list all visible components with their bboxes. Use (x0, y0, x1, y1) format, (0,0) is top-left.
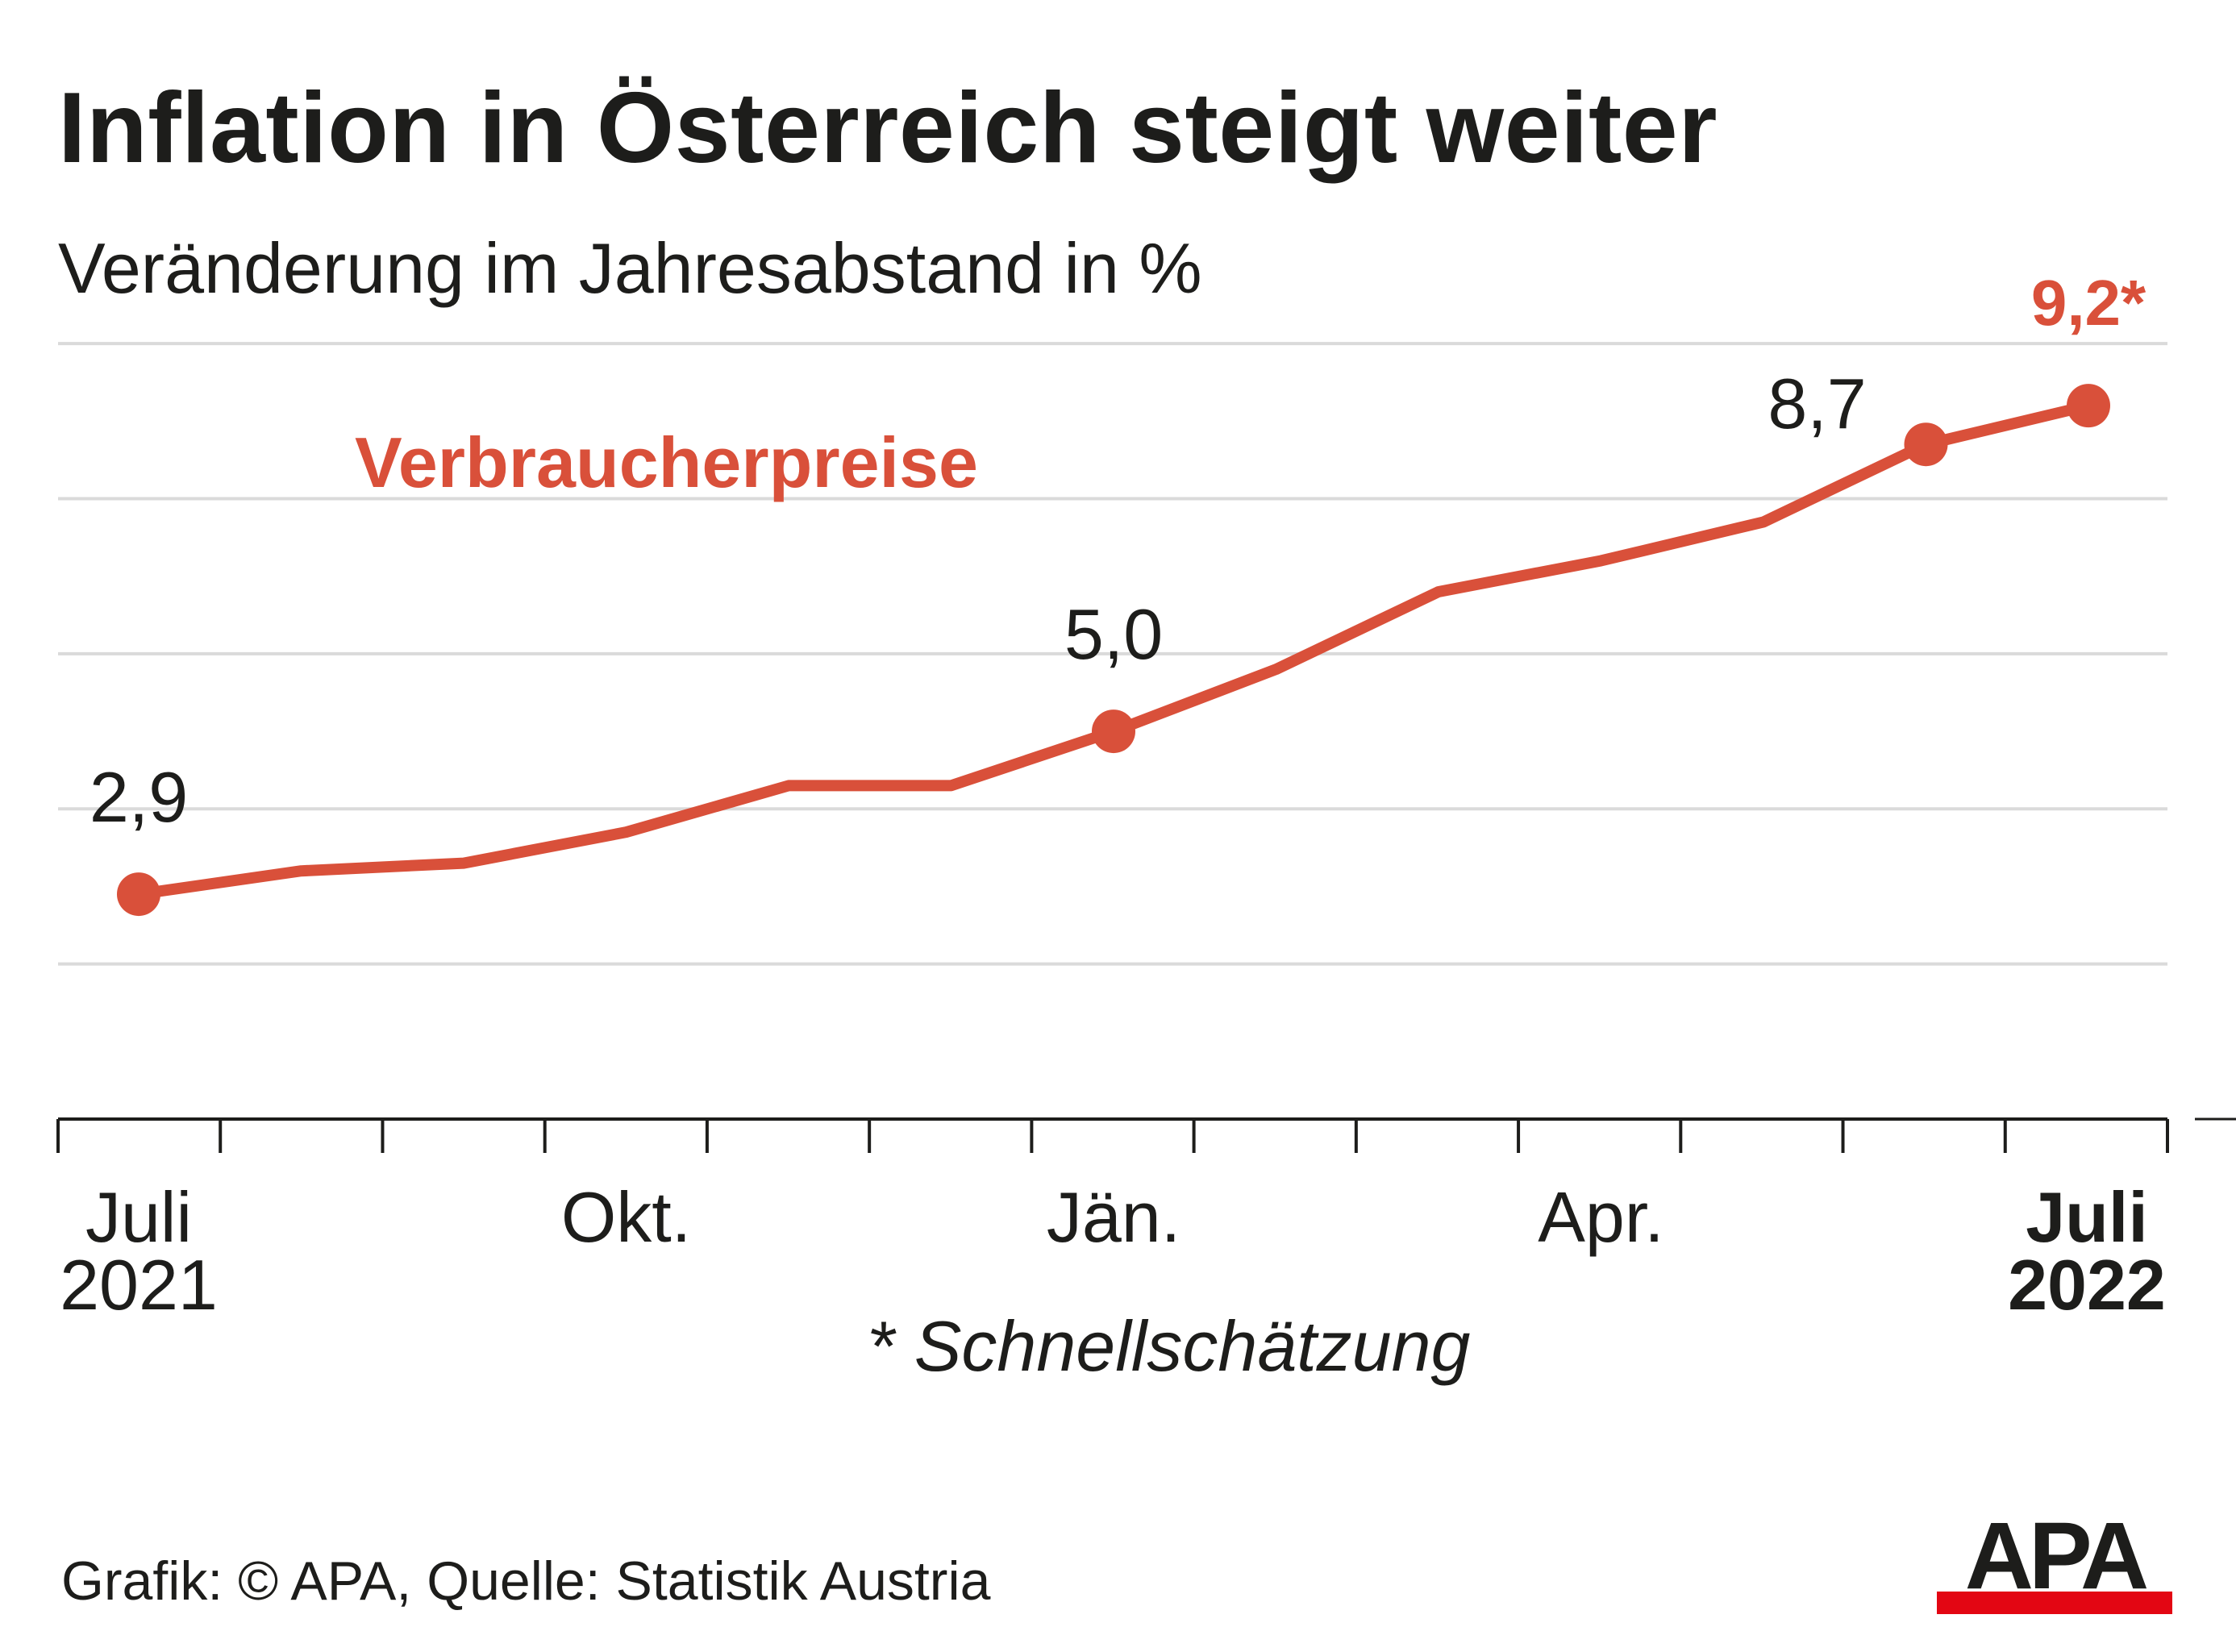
data-point (1092, 709, 1135, 754)
data-label: 8,7 (1768, 364, 1866, 443)
x-tick-label: 2021 (60, 1245, 218, 1325)
logo-stripe (1937, 1592, 2172, 1614)
data-point (117, 872, 160, 917)
footnote: * Schnellschätzung (867, 1306, 1471, 1386)
x-tick-label: Apr. (1538, 1177, 1664, 1257)
series-line (117, 384, 2110, 917)
data-point (1904, 422, 1948, 467)
source-credit: Grafik: © APA, Quelle: Statistik Austria (61, 1550, 991, 1612)
x-tick-label: Okt. (561, 1177, 691, 1257)
x-tick-label: Juli (2026, 1177, 2148, 1257)
series-label: Verbraucherpreise (355, 422, 978, 502)
x-axis (56, 1117, 2236, 1153)
x-tick-label: 2022 (2008, 1245, 2166, 1325)
data-label: 2,9 (90, 757, 188, 837)
data-label: 5,0 (1064, 594, 1163, 674)
chart-title: Inflation in Österreich steigt weiter (58, 73, 1718, 184)
apa-logo: APA (1937, 1511, 2172, 1614)
chart-subtitle: Veränderung im Jahresabstand in % (58, 228, 1202, 308)
x-tick-label: Juli (85, 1177, 192, 1257)
data-label: 9,2* (2031, 267, 2146, 339)
x-tick-label: Jän. (1047, 1177, 1180, 1257)
data-point (2067, 384, 2110, 428)
